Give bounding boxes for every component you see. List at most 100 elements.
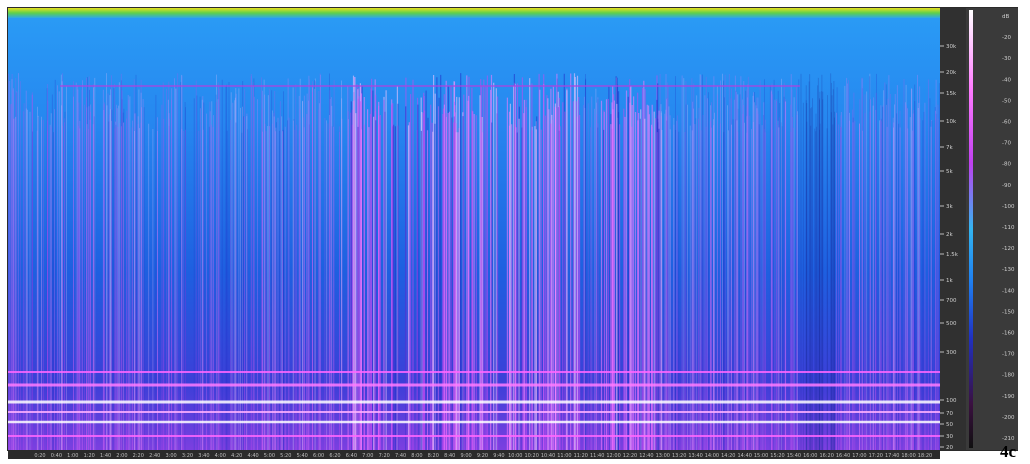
- time-tick-label: 7:00: [362, 453, 373, 459]
- frequency-tick-label: 1.5k: [946, 252, 959, 258]
- level-tick-label: -150: [1002, 309, 1015, 315]
- time-tick-label: 3:00: [165, 453, 176, 459]
- time-tick-label: 14:40: [737, 453, 751, 459]
- level-scale: dB -20 -30 -40 -50 -60 -70 -80 -90 -100 -110 -120 -1…: [966, 8, 1018, 450]
- time-tick-label: 18:00: [901, 453, 915, 459]
- time-tick-label: 17:20: [869, 453, 883, 459]
- level-tick-label: dB: [1002, 14, 1009, 20]
- frequency-tick-label: 50: [946, 422, 953, 428]
- time-tick-label: 15:20: [770, 453, 784, 459]
- time-tick-label: 9:20: [477, 453, 488, 459]
- time-tick-label: 5:40: [297, 453, 308, 459]
- time-tick-label: 14:00: [705, 453, 719, 459]
- frequency-tick-label: 20: [946, 445, 953, 451]
- time-tick-label: 8:00: [411, 453, 422, 459]
- frequency-tick-label: 3k: [946, 204, 953, 210]
- time-tick-label: 10:00: [508, 453, 522, 459]
- time-tick-label: 14:20: [721, 453, 735, 459]
- time-tick-label: 15:00: [754, 453, 768, 459]
- time-tick-label: 13:20: [672, 453, 686, 459]
- time-tick-label: 1:40: [100, 453, 111, 459]
- level-tick-label: -130: [1002, 267, 1015, 273]
- level-tick-label: -120: [1002, 246, 1015, 252]
- time-tick-label: 13:40: [688, 453, 702, 459]
- time-tick-label: 4:00: [215, 453, 226, 459]
- time-tick-label: 16:20: [819, 453, 833, 459]
- time-tick-label: 15:40: [787, 453, 801, 459]
- level-tick-label: -20: [1002, 35, 1011, 41]
- time-tick-label: 1:00: [67, 453, 78, 459]
- frequency-tick-label: 15k: [946, 91, 957, 97]
- level-tick-label: -50: [1002, 98, 1011, 104]
- time-tick-label: 6:20: [329, 453, 340, 459]
- level-tick-label: -110: [1002, 225, 1015, 231]
- level-tick-label: -100: [1002, 204, 1015, 210]
- level-tick-label: -200: [1002, 415, 1015, 421]
- time-tick-label: 9:40: [493, 453, 504, 459]
- time-tick-label: 4:40: [247, 453, 258, 459]
- harmonic-bands: [8, 371, 940, 437]
- time-tick-label: 13:00: [656, 453, 670, 459]
- time-tick-label: 11:40: [590, 453, 604, 459]
- time-tick-label: 6:40: [346, 453, 357, 459]
- time-tick-label: 0:20: [34, 453, 45, 459]
- frequency-tick-label: 1k: [946, 278, 953, 284]
- frequency-tick-label: 70: [946, 411, 953, 417]
- time-tick-label: 8:20: [428, 453, 439, 459]
- time-tick-label: 7:20: [379, 453, 390, 459]
- time-axis: 0:20 0:40 1:00 1:20 1:40 2:00 2:20 2:40 3:00 3:20…: [8, 450, 940, 459]
- time-tick-label: 12:00: [606, 453, 620, 459]
- frequency-tick-label: 20k: [946, 70, 957, 76]
- time-tick-label: 4:20: [231, 453, 242, 459]
- time-tick-label: 17:40: [885, 453, 899, 459]
- time-tick-label: 6:00: [313, 453, 324, 459]
- time-tick-label: 5:00: [264, 453, 275, 459]
- top-band: [8, 8, 940, 18]
- time-tick-label: 7:40: [395, 453, 406, 459]
- frequency-tick-label: 30: [946, 434, 953, 440]
- level-tick-label: -40: [1002, 77, 1011, 83]
- level-tick-label: -180: [1002, 373, 1015, 379]
- time-tick-label: 3:40: [198, 453, 209, 459]
- level-tick-label: -30: [1002, 56, 1011, 62]
- level-tick-label: -60: [1002, 120, 1011, 126]
- level-tick-label: -210: [1002, 436, 1015, 442]
- frequency-tick-label: 2k: [946, 232, 953, 238]
- time-tick-label: 16:40: [836, 453, 850, 459]
- time-tick-label: 16:00: [803, 453, 817, 459]
- time-tick-label: 0:40: [51, 453, 62, 459]
- time-tick-label: 2:40: [149, 453, 160, 459]
- frequency-tick-label: 5k: [946, 169, 953, 175]
- frequency-tick-label: 100: [946, 398, 957, 404]
- time-tick-label: 1:20: [84, 453, 95, 459]
- level-tick-label: -140: [1002, 288, 1015, 294]
- frequency-ticks: 30k 20k 15k 10k 7k 5k 3k 2k 1.5k 1k 700 500 300 100 70…: [940, 44, 959, 451]
- plot-area: [8, 8, 940, 450]
- level-tick-label: -80: [1002, 162, 1011, 168]
- level-ticks: dB -20 -30 -40 -50 -60 -70 -80 -90 -100 -110 -120 -1…: [1002, 14, 1015, 442]
- frequency-tick-label: 10k: [946, 119, 957, 125]
- level-tick-label: -170: [1002, 352, 1015, 358]
- time-tick-label: 10:20: [524, 453, 538, 459]
- time-tick-label: 5:20: [280, 453, 291, 459]
- time-tick-label: 11:20: [574, 453, 588, 459]
- time-tick-label: 2:20: [133, 453, 144, 459]
- time-tick-label: 12:40: [639, 453, 653, 459]
- frequency-tick-label: 300: [946, 350, 957, 356]
- frequency-tick-label: 7k: [946, 145, 953, 151]
- level-tick-label: -190: [1002, 394, 1015, 400]
- level-tick-label: -70: [1002, 141, 1011, 147]
- time-tick-label: 9:00: [460, 453, 471, 459]
- panel-label: 4c: [1000, 442, 1017, 461]
- spectral-streaks: [8, 73, 940, 450]
- frequency-tick-label: 500: [946, 321, 957, 327]
- level-tick-label: -160: [1002, 331, 1015, 337]
- time-tick-label: 3:20: [182, 453, 193, 459]
- time-tick-label: 18:20: [918, 453, 932, 459]
- time-tick-label: 8:40: [444, 453, 455, 459]
- time-tick-label: 2:00: [116, 453, 127, 459]
- time-tick-label: 10:40: [541, 453, 555, 459]
- level-tick-label: -90: [1002, 183, 1011, 189]
